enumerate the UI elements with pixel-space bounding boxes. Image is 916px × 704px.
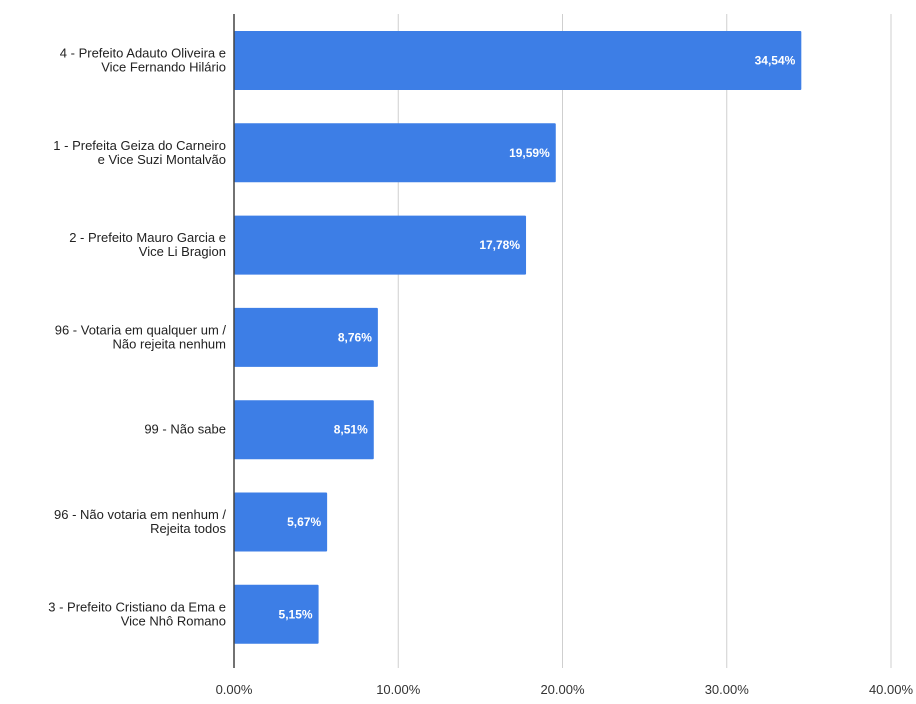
x-tick-label: 0.00% bbox=[216, 682, 253, 697]
category-label: 96 - Não votaria em nenhum / Rejeita todo… bbox=[54, 507, 226, 536]
bar-value-label: 8,51% bbox=[334, 423, 368, 437]
bar bbox=[234, 31, 802, 90]
x-tick-label: 30.00% bbox=[705, 682, 750, 697]
bar bbox=[234, 492, 328, 552]
category-label: 2 - Prefeito Mauro Garcia e Vice Li Bragi… bbox=[69, 230, 226, 259]
gridlines bbox=[397, 14, 892, 668]
bar bbox=[234, 584, 319, 644]
bar bbox=[234, 123, 556, 183]
category-label: 96 - Votaria em qualquer um / Não rejeita… bbox=[55, 322, 227, 351]
category-labels: 4 - Prefeito Adauto Oliveira e Vice Ferna… bbox=[48, 46, 226, 629]
bar-value-label: 5,15% bbox=[279, 607, 313, 621]
bar-value-label: 5,67% bbox=[287, 515, 321, 529]
x-axis-tick-labels: 0.00% 10.00% 20.00% 30.00% 40.00% bbox=[216, 682, 914, 697]
x-tick-label: 40.00% bbox=[869, 682, 914, 697]
bar bbox=[234, 400, 374, 460]
category-label: 3 - Prefeito Cristiano da Ema e Vice Nhô … bbox=[48, 599, 226, 628]
x-tick-label: 10.00% bbox=[376, 682, 421, 697]
category-label: 1 - Prefeita Geiza do Carneiro e Vice Suz… bbox=[53, 138, 226, 167]
x-tick-label: 20.00% bbox=[540, 682, 585, 697]
bars: 34,54% 19,59% 17,78% 8,76% 8,51% 5,67% 5,15% bbox=[234, 31, 802, 644]
bar-value-label: 19,59% bbox=[509, 146, 550, 160]
bar-value-label: 17,78% bbox=[479, 238, 520, 252]
category-label: 4 - Prefeito Adauto Oliveira e Vice Ferna… bbox=[60, 46, 226, 75]
bar-value-label: 8,76% bbox=[338, 330, 372, 344]
bar bbox=[234, 307, 378, 367]
category-label: 99 - Não sabe bbox=[144, 422, 226, 437]
bar bbox=[234, 215, 527, 275]
bar-value-label: 34,54% bbox=[755, 54, 796, 68]
